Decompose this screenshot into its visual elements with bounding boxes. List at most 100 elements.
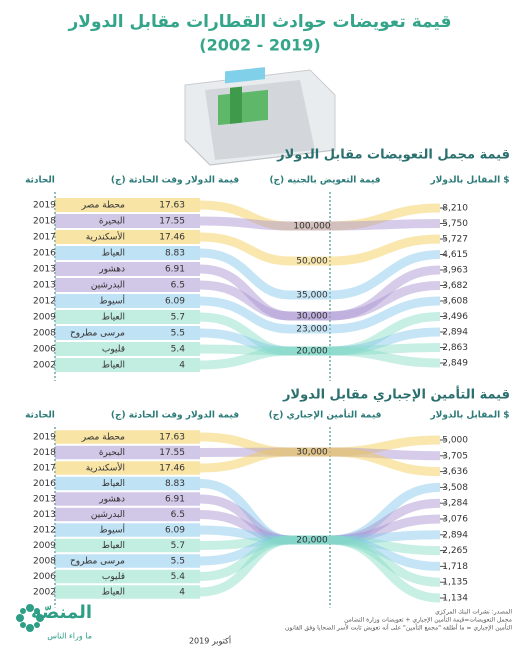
dollar-rate: 5.4 [171, 572, 186, 582]
year: 2009 [33, 541, 56, 551]
flow [199, 232, 441, 266]
usd-value: 3,496 [442, 312, 468, 322]
note: المصدر: نشرات البنك المركزي [435, 609, 512, 616]
year: 2013 [33, 281, 56, 291]
column-header: المقابل بالدولار $ [429, 176, 509, 186]
place: مرسى مطروح [70, 329, 125, 339]
flow [199, 535, 441, 571]
usd-value: 4,615 [442, 250, 468, 260]
place: أسيوط [99, 295, 125, 307]
flow [199, 447, 441, 461]
flow [199, 525, 441, 545]
year: 2017 [33, 464, 56, 474]
usd-value: 2,265 [442, 546, 468, 556]
row-band [55, 198, 200, 212]
year: 2013 [33, 510, 56, 520]
row-band [55, 326, 200, 340]
flow [199, 346, 441, 370]
row-band [55, 461, 200, 475]
title: قيمة تعويضات حوادث القطارات مقابل الدولا… [68, 12, 452, 32]
dollar-rate: 5.4 [171, 345, 186, 355]
flow [199, 312, 441, 356]
dollar-rate: 8.83 [165, 249, 185, 259]
year: 2009 [33, 313, 56, 323]
row-band [55, 569, 200, 584]
row-band [55, 214, 200, 228]
place: البدرشين [91, 281, 125, 291]
usd-value: 2,849 [442, 359, 468, 369]
year: 2006 [33, 572, 56, 582]
flow [199, 327, 441, 356]
dollar-rate: 5.7 [171, 313, 185, 323]
row-band [55, 342, 200, 356]
row-band [55, 476, 200, 491]
place: العياط [102, 479, 125, 489]
section-heading: قيمة مجمل التعويضات مقابل الدولار [276, 148, 510, 163]
flow [199, 216, 441, 231]
row-band [55, 585, 200, 599]
flow [199, 447, 441, 477]
flow [199, 343, 441, 356]
row-band [55, 507, 200, 522]
dollar-rate: 5.7 [171, 541, 185, 551]
usd-value: 3,076 [442, 515, 468, 525]
year: 2017 [33, 233, 56, 243]
dollar-rate: 5.5 [171, 557, 185, 567]
amount: 30,000 [296, 448, 328, 458]
dollar-rate: 5.5 [171, 329, 185, 339]
year: 2018 [33, 448, 56, 458]
place: محطة مصر [81, 433, 125, 443]
note: التأمين الإجباري = ما أطلقه "مجمع التأمي… [285, 623, 512, 632]
flow [199, 296, 441, 334]
usd-value: 2,863 [442, 343, 468, 353]
place: دهشور [98, 495, 125, 505]
usd-value: 3,705 [442, 451, 468, 461]
flow [199, 200, 441, 231]
usd-value: 1,135 [442, 578, 468, 588]
year: 2019 [33, 433, 56, 443]
row-band [55, 294, 200, 308]
row-band [55, 230, 200, 244]
place: العياط [102, 313, 125, 323]
dollar-rate: 4 [179, 588, 185, 598]
column-header: قيمة الدولار وقت الحادثة (ج) [111, 411, 239, 421]
year: 2019 [33, 201, 56, 211]
amount: 35,000 [296, 291, 328, 301]
dollar-rate: 6.5 [171, 281, 185, 291]
dollar-rate: 17.63 [159, 433, 185, 443]
place: مرسى مطروح [70, 557, 125, 567]
year: 2016 [33, 249, 56, 259]
flow [199, 494, 441, 545]
year: 2016 [33, 479, 56, 489]
dollar-rate: 4 [179, 361, 185, 371]
place: محطة مصر [81, 201, 125, 211]
row-band [55, 310, 200, 324]
place: أسيوط [99, 524, 125, 536]
usd-value: 1,718 [442, 562, 468, 572]
place: العياط [102, 361, 125, 371]
year: 2002 [33, 361, 56, 371]
flow [199, 432, 441, 457]
row-band [55, 538, 200, 553]
year: 2008 [33, 329, 56, 339]
year: 2002 [33, 588, 56, 598]
year: 2012 [33, 526, 56, 536]
dollar-rate: 17.55 [159, 448, 185, 458]
usd-value: 3,682 [442, 281, 468, 291]
place: البحيرة [99, 448, 125, 458]
section-insurance: قيمة التأمين الإجباري مقابل الدولار الحاد… [25, 386, 510, 608]
date: أكتوبر 2019 [189, 636, 231, 646]
section-total: قيمة مجمل التعويضات مقابل الدولار الحادثة… [25, 148, 510, 381]
place: الأسكندرية [86, 231, 125, 243]
amount: 20,000 [296, 347, 328, 357]
year: 2012 [33, 297, 56, 307]
column-header: قيمة التعويض بالجنيه (ج) [269, 176, 380, 186]
row-band [55, 358, 200, 372]
column-header: الحادثة [25, 411, 55, 421]
dollar-rate: 6.91 [165, 495, 185, 505]
usd-value: 5,727 [442, 235, 468, 245]
column-header: المقابل بالدولار $ [429, 411, 509, 421]
flow [199, 535, 441, 603]
year: 2013 [33, 265, 56, 275]
year: 2006 [33, 345, 56, 355]
